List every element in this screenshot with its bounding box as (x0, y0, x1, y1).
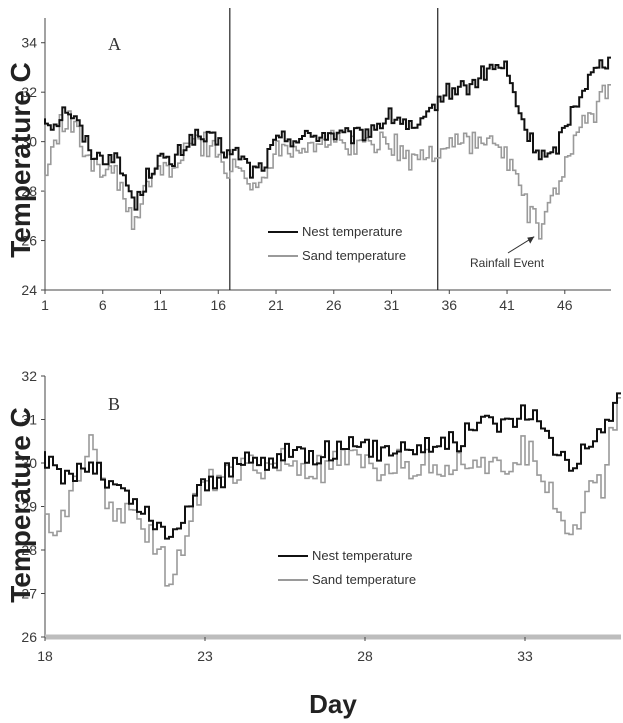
y-tick-label: 31 (21, 412, 37, 428)
x-tick-label: 21 (268, 297, 284, 313)
y-tick-label: 24 (21, 282, 37, 298)
series-line-sand (44, 397, 621, 587)
legend-label-sand: Sand temperature (302, 248, 406, 263)
y-tick-label: 30 (21, 134, 37, 150)
x-tick-label: 1 (41, 297, 49, 313)
panel-label: B (108, 394, 120, 414)
y-tick-label: 32 (21, 84, 37, 100)
panel-label: A (108, 34, 121, 54)
y-tick-label: 27 (21, 586, 37, 602)
x-axis-title: Day (309, 689, 357, 719)
x-tick-label: 16 (210, 297, 226, 313)
x-tick-label: 11 (153, 297, 168, 313)
x-tick-label: 26 (326, 297, 342, 313)
y-axis-title: Temperature C (5, 407, 36, 603)
x-tick-label: 28 (357, 648, 373, 664)
annotation-arrowhead (527, 236, 535, 244)
y-tick-label: 28 (21, 542, 37, 558)
y-tick-label: 32 (21, 368, 37, 384)
x-tick-label: 41 (499, 297, 515, 313)
y-tick-label: 34 (21, 35, 37, 51)
y-tick-label: 30 (21, 455, 37, 471)
x-tick-label: 6 (99, 297, 107, 313)
y-tick-label: 26 (21, 629, 37, 645)
x-tick-label: 33 (517, 648, 533, 664)
series-line-sand (44, 84, 611, 240)
annotation-text: Rainfall Event (470, 256, 545, 270)
series-line-nest (44, 56, 611, 211)
series-line-nest (44, 392, 621, 540)
legend-label-nest: Nest temperature (312, 548, 412, 563)
y-tick-label: 28 (21, 183, 37, 199)
y-tick-label: 26 (21, 233, 37, 249)
y-tick-label: 29 (21, 499, 37, 515)
x-tick-label: 18 (37, 648, 53, 664)
x-tick-label: 23 (197, 648, 213, 664)
legend-label-nest: Nest temperature (302, 224, 402, 239)
x-tick-label: 31 (384, 297, 400, 313)
x-tick-label: 36 (441, 297, 457, 313)
y-axis-title: Temperature C (5, 62, 36, 258)
x-tick-label: 46 (557, 297, 573, 313)
legend-label-sand: Sand temperature (312, 572, 416, 587)
panel-B: 26 27 28 29 30 31 32 18 23 28 33 B Temperature C Nest… (5, 368, 621, 719)
